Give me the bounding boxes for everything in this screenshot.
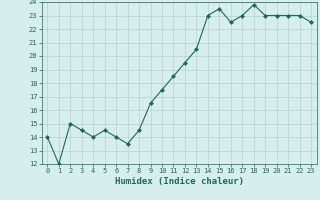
X-axis label: Humidex (Indice chaleur): Humidex (Indice chaleur) — [115, 177, 244, 186]
